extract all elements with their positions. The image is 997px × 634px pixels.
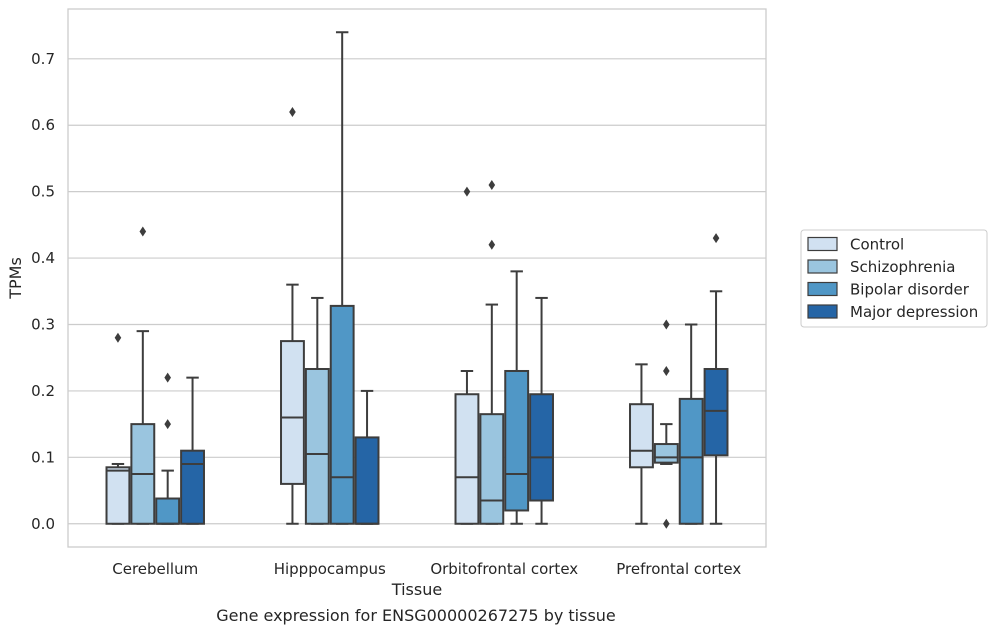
box-element bbox=[703, 233, 729, 525]
outlier-point bbox=[289, 106, 296, 117]
y-tick-label: 0.5 bbox=[31, 183, 55, 201]
outlier-point bbox=[663, 319, 670, 330]
box-element bbox=[329, 31, 355, 525]
box-element bbox=[155, 372, 181, 525]
box-element bbox=[454, 186, 480, 525]
outlier-point bbox=[663, 365, 670, 376]
x-tick-label: Prefrontal cortex bbox=[616, 560, 741, 578]
box-iqr bbox=[155, 497, 181, 525]
legend-swatch bbox=[807, 281, 838, 297]
x-tick-label: Orbitofrontal cortex bbox=[430, 560, 578, 578]
box-element bbox=[105, 332, 131, 525]
y-tick-label: 0.4 bbox=[31, 249, 55, 267]
legend-label: Control bbox=[850, 236, 904, 254]
box-iqr bbox=[454, 393, 480, 525]
y-tick-labels: 0.0 0.1 0.2 0.3 0.4 0.5 0.6 0.7 bbox=[31, 50, 55, 533]
outlier-point bbox=[114, 332, 122, 343]
figure-caption: Gene expression for ENSG00000267275 by t… bbox=[216, 606, 616, 625]
legend-swatch bbox=[807, 236, 838, 252]
outlier-point bbox=[488, 180, 496, 191]
box-iqr bbox=[280, 340, 305, 485]
legend-label: Major depression bbox=[850, 303, 978, 321]
legend-label: Bipolar disorder bbox=[850, 281, 970, 299]
box-iqr bbox=[354, 436, 380, 525]
box-element bbox=[529, 296, 554, 525]
box-iqr bbox=[504, 369, 530, 512]
y-tick-label: 0.6 bbox=[31, 116, 55, 134]
box-iqr bbox=[329, 304, 355, 525]
y-tick-label: 0.3 bbox=[31, 315, 55, 333]
box-element bbox=[280, 106, 305, 525]
legend-frame bbox=[800, 229, 988, 328]
box-element bbox=[678, 323, 704, 525]
box-iqr bbox=[678, 397, 704, 525]
y-tick-label: 0.1 bbox=[31, 448, 55, 466]
x-tick-label: Cerebellum bbox=[112, 560, 198, 578]
x-tick-label: Hipppocampus bbox=[274, 560, 386, 578]
box-element bbox=[504, 270, 530, 525]
box-iqr bbox=[105, 466, 131, 525]
box-iqr bbox=[703, 367, 729, 457]
legend-label: Schizophrenia bbox=[850, 258, 955, 276]
outlier-point bbox=[164, 419, 171, 430]
x-axis-label: Tissue bbox=[391, 580, 442, 599]
plot-area bbox=[67, 8, 767, 548]
legend-swatch bbox=[807, 304, 838, 319]
outlier-point bbox=[139, 226, 147, 237]
box-element bbox=[653, 319, 679, 529]
box-iqr bbox=[629, 403, 654, 469]
box-element bbox=[180, 376, 205, 525]
box-iqr bbox=[653, 443, 679, 464]
x-tick-labels: Cerebellum Hipppocampus Orbitofrontal cort… bbox=[112, 560, 741, 578]
box-element bbox=[304, 296, 330, 525]
box-iqr bbox=[479, 413, 505, 525]
outlier-point bbox=[712, 233, 720, 244]
y-tick-label: 0.2 bbox=[31, 382, 55, 400]
box-iqr bbox=[180, 449, 205, 525]
box-iqr bbox=[529, 393, 554, 502]
box-element bbox=[629, 363, 654, 525]
box-element bbox=[479, 180, 505, 525]
outlier-point bbox=[663, 518, 670, 529]
outlier-point bbox=[463, 186, 471, 197]
y-axis-label: TPMs bbox=[6, 257, 25, 300]
box-iqr bbox=[304, 367, 330, 525]
legend: Control Schizophrenia Bipolar disorder Majo… bbox=[800, 229, 988, 328]
box-element bbox=[130, 226, 156, 525]
box-groups bbox=[105, 31, 729, 529]
outlier-point bbox=[488, 239, 496, 250]
y-tick-label: 0.7 bbox=[31, 50, 55, 68]
box-element bbox=[354, 389, 380, 525]
y-tick-label: 0.0 bbox=[31, 515, 55, 533]
outlier-point bbox=[164, 372, 171, 383]
legend-swatch bbox=[807, 259, 838, 274]
